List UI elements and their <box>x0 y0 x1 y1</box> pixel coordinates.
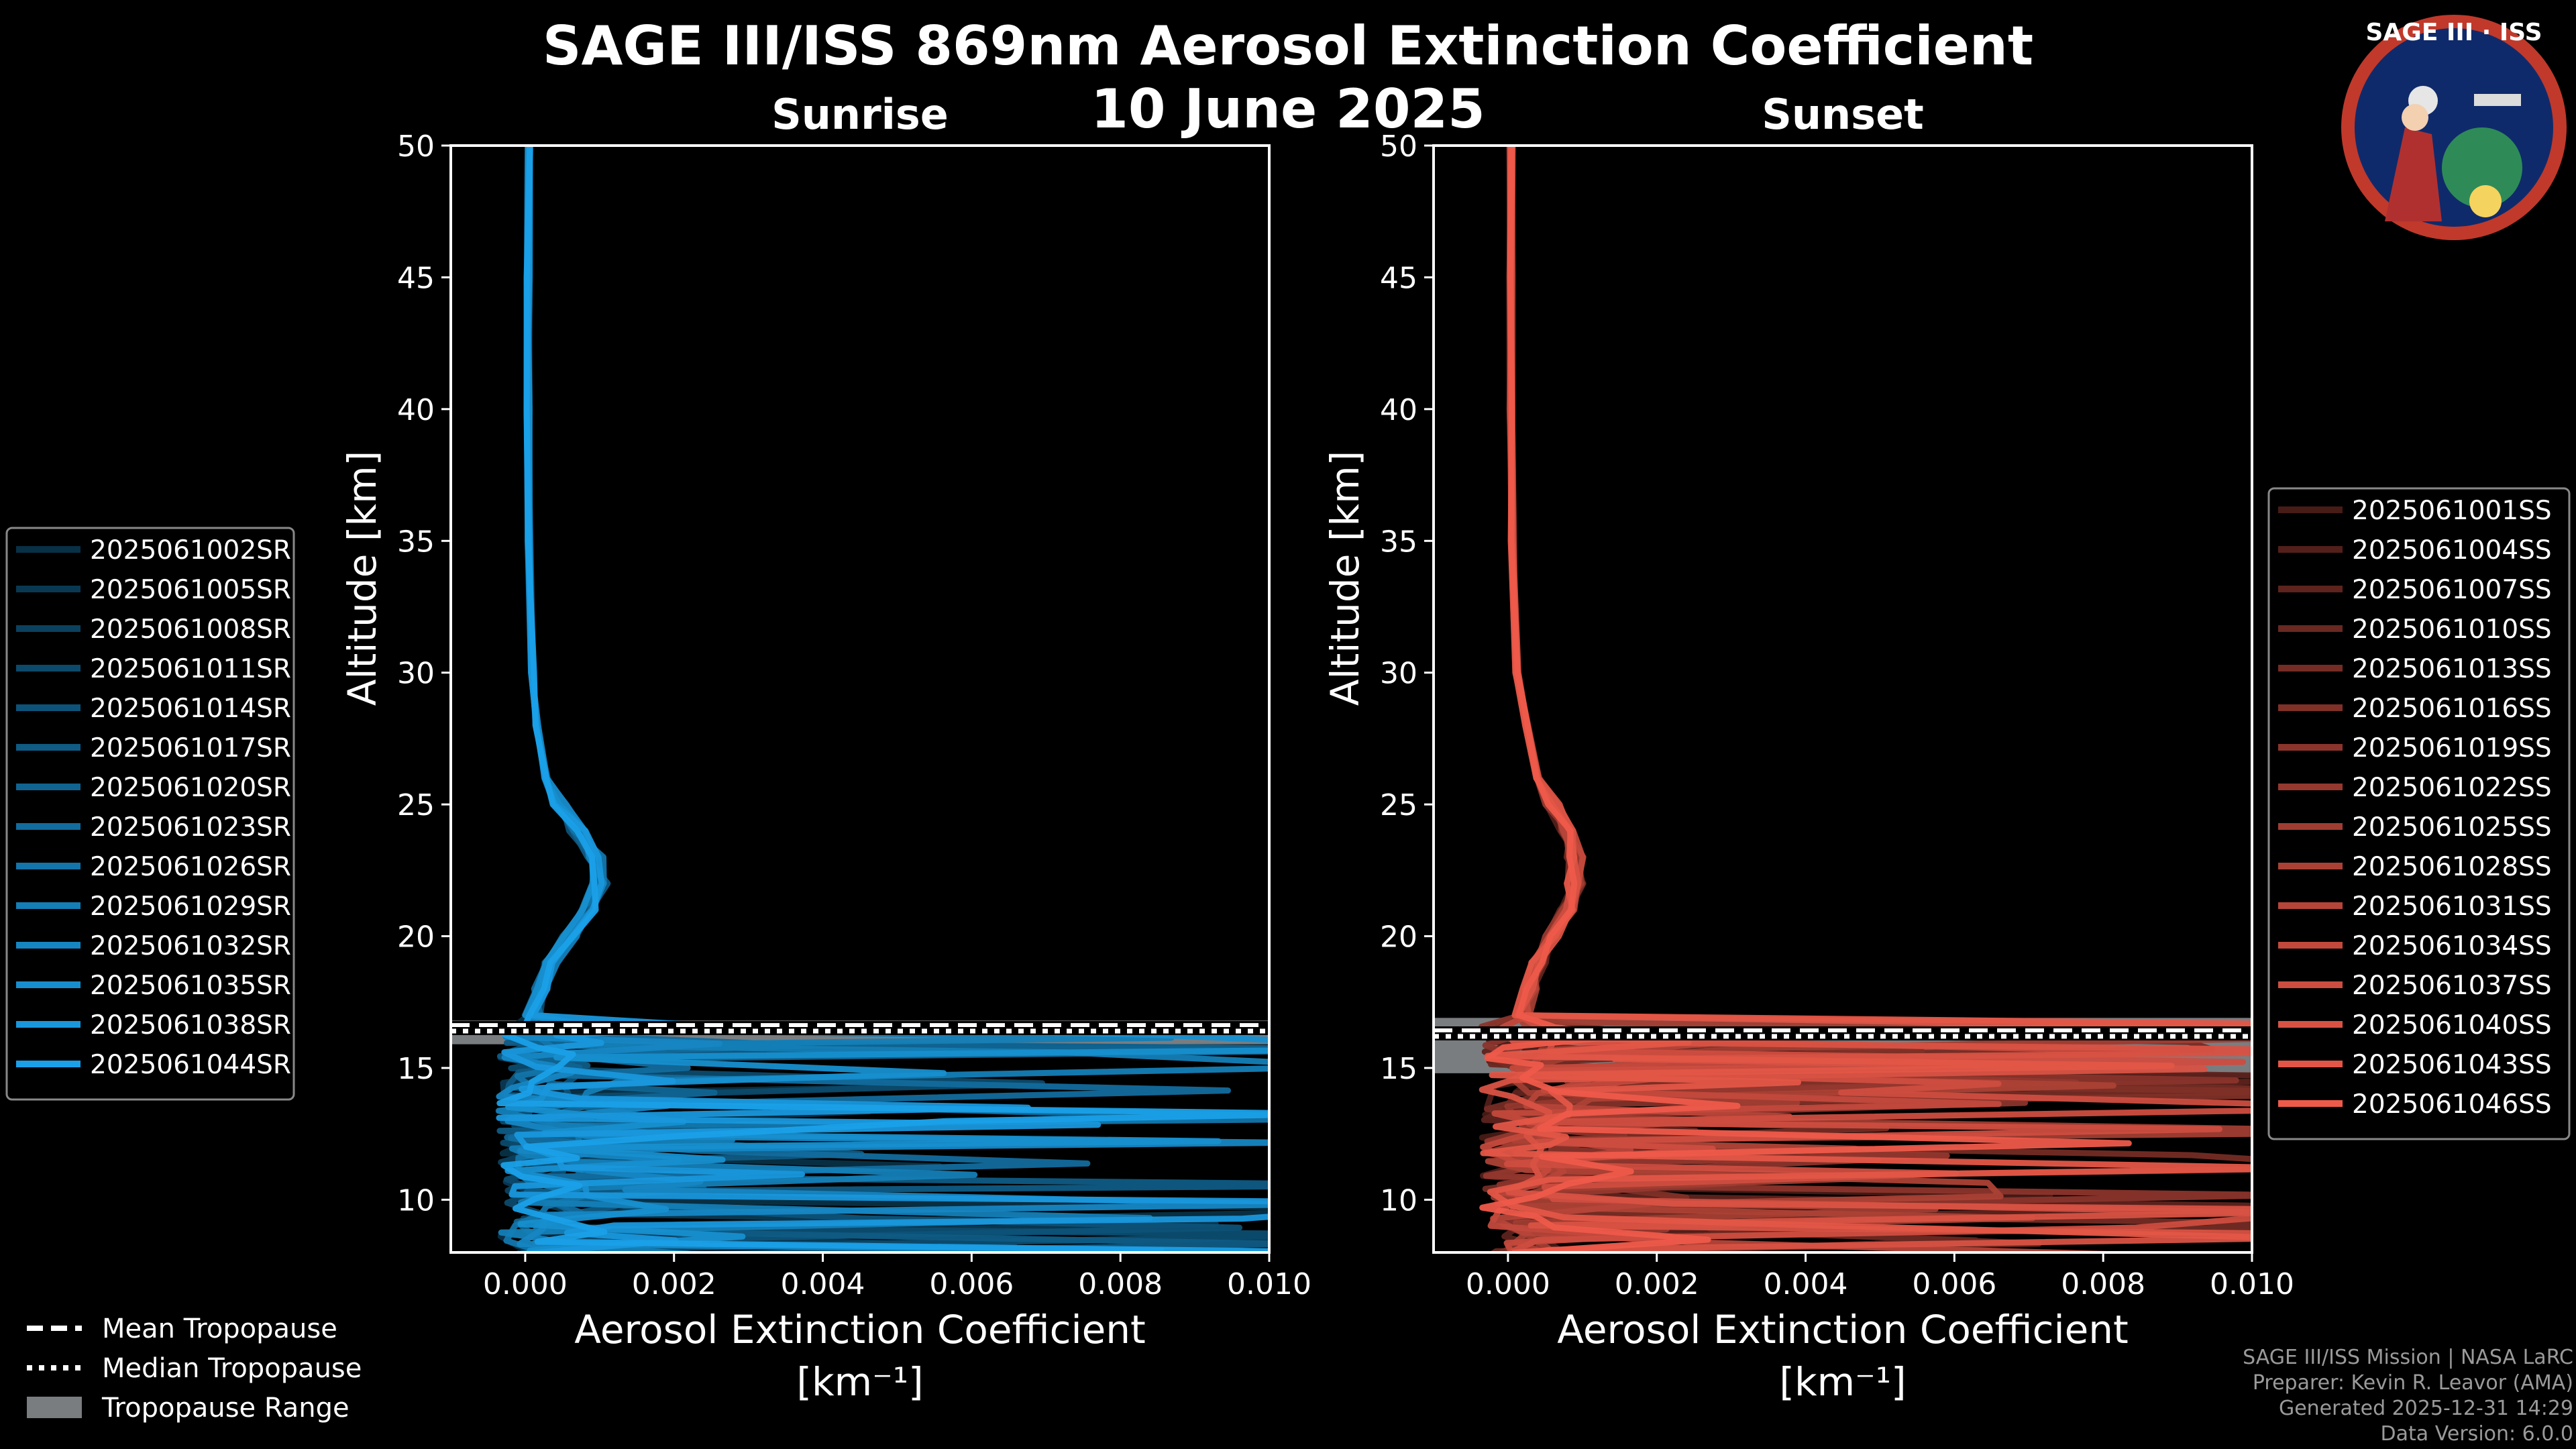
sunrise-xtick-label-5: 0.010 <box>1227 1267 1311 1301</box>
sunset-legend-label-2025061019SS: 2025061019SS <box>2352 733 2552 763</box>
sunrise-legend-label-2025061008SR: 2025061008SR <box>90 614 291 645</box>
sunset-xtick-label-1: 0.002 <box>1615 1267 1699 1301</box>
sunset-legend-label-2025061022SS: 2025061022SS <box>2352 773 2552 803</box>
logo-iss-icon <box>2474 94 2521 106</box>
sunset-legend-label-2025061040SS: 2025061040SS <box>2352 1010 2552 1040</box>
sunset-ytick-label-50: 50 <box>1380 129 1417 164</box>
footer-preparer: Preparer: Kevin R. Leavor (AMA) <box>2252 1371 2573 1395</box>
sunset-xtick-label-5: 0.010 <box>2210 1267 2294 1301</box>
sunrise-ytick-label-25: 25 <box>397 788 435 822</box>
logo-title: SAGE III · ISS <box>2365 19 2542 46</box>
legend-tropopause-range-label: Tropopause Range <box>101 1393 350 1424</box>
sunset-profile-2025061046SS <box>1479 146 2132 1252</box>
sunrise-legend-label-2025061017SR: 2025061017SR <box>90 733 291 763</box>
sunrise-ytick-label-50: 50 <box>397 129 435 164</box>
sunrise-legend-label-2025061035SR: 2025061035SR <box>90 971 291 1001</box>
logo-figure-robe <box>2385 127 2442 221</box>
sunrise-xtick-label-4: 0.008 <box>1078 1267 1163 1301</box>
sunset-xtick-label-3: 0.006 <box>1912 1267 1996 1301</box>
sunset-plot-area <box>1434 146 2252 1252</box>
sunrise-legend-label-2025061005SR: 2025061005SR <box>90 575 291 605</box>
sunrise-legend-label-2025061011SR: 2025061011SR <box>90 654 291 684</box>
sunset-legend-label-2025061037SS: 2025061037SS <box>2352 971 2552 1001</box>
legend-tropopause-range-swatch <box>27 1397 82 1418</box>
sunrise-legend-label-2025061032SR: 2025061032SR <box>90 931 291 961</box>
sunrise-legend-label-2025061020SR: 2025061020SR <box>90 773 291 803</box>
sunrise-legend-label-2025061038SR: 2025061038SR <box>90 1010 291 1040</box>
sunset-xtick-label-2: 0.004 <box>1764 1267 1848 1301</box>
sunset-xlabel: Aerosol Extinction Coefficient <box>1557 1307 2129 1352</box>
footer-data-version: Data Version: 6.0.0 <box>2380 1422 2573 1446</box>
logo-figure-head <box>2402 104 2428 131</box>
sunrise-ytick-label-45: 45 <box>397 261 435 295</box>
sunrise-legend-label-2025061026SR: 2025061026SR <box>90 852 291 882</box>
sunset-ytick-label-45: 45 <box>1380 261 1417 295</box>
sunset-legend-label-2025061025SS: 2025061025SS <box>2352 812 2552 843</box>
sunset-xtick-label-4: 0.008 <box>2061 1267 2145 1301</box>
sunrise-ytick-label-40: 40 <box>397 393 435 427</box>
sunset-legend-label-2025061001SS: 2025061001SS <box>2352 496 2552 526</box>
sunset-ytick-label-10: 10 <box>1380 1183 1417 1218</box>
sunrise-profile-2025061020SR <box>504 146 1269 1252</box>
sunset-legend-label-2025061046SS: 2025061046SS <box>2352 1089 2552 1120</box>
sunrise-panel-title: Sunrise <box>771 90 949 139</box>
logo-inner-disc <box>2355 28 2553 227</box>
sunrise-axes-frame <box>449 144 1271 1254</box>
sunrise-ytick-label-30: 30 <box>397 657 435 691</box>
sunrise-legend-label-2025061023SR: 2025061023SR <box>90 812 291 843</box>
sunset-ytick-label-40: 40 <box>1380 393 1417 427</box>
sunset-legend-label-2025061028SS: 2025061028SS <box>2352 852 2552 882</box>
footer-mission: SAGE III/ISS Mission | NASA LaRC <box>2243 1346 2573 1369</box>
sage-logo <box>2341 15 2567 240</box>
sunset-panel-title: Sunset <box>1762 90 1924 139</box>
sunrise-profile-2025061044SR <box>496 146 1269 1252</box>
sunset-legend-box <box>2267 487 2571 1140</box>
sunset-legend-label-2025061043SS: 2025061043SS <box>2352 1050 2552 1080</box>
sunset-ylabel: Altitude [km] <box>1322 451 1368 706</box>
sunset-ytick-label-25: 25 <box>1380 788 1417 822</box>
sunset-xlabel-units: [km⁻¹] <box>1779 1359 1906 1405</box>
sunrise-profile-2025061032SR <box>496 146 1269 1252</box>
sunrise-ytick-label-15: 15 <box>397 1052 435 1086</box>
sunset-ytick-label-20: 20 <box>1380 920 1417 955</box>
sunrise-xtick-label-2: 0.004 <box>781 1267 865 1301</box>
sunrise-ytick-label-20: 20 <box>397 920 435 955</box>
sunrise-legend-label-2025061002SR: 2025061002SR <box>90 535 291 566</box>
sunrise-legend-label-2025061014SR: 2025061014SR <box>90 694 291 724</box>
sunset-ytick-label-35: 35 <box>1380 525 1417 559</box>
sunrise-ytick-label-10: 10 <box>397 1183 435 1218</box>
legend-mean-tropopause-label: Mean Tropopause <box>102 1313 337 1344</box>
sunset-legend-label-2025061010SS: 2025061010SS <box>2352 614 2552 645</box>
sunrise-xtick-label-1: 0.002 <box>632 1267 716 1301</box>
sunset-legend-label-2025061013SS: 2025061013SS <box>2352 654 2552 684</box>
sunset-legend-label-2025061004SS: 2025061004SS <box>2352 535 2552 566</box>
sunrise-xtick-label-3: 0.006 <box>929 1267 1014 1301</box>
logo-sun <box>2469 185 2502 217</box>
sunrise-ylabel: Altitude [km] <box>339 451 385 706</box>
sunrise-xtick-label-0: 0.000 <box>483 1267 568 1301</box>
sunset-legend-label-2025061031SS: 2025061031SS <box>2352 892 2552 922</box>
figure-title-line2: 10 June 2025 <box>1091 78 1485 140</box>
figure-title-line1: SAGE III/ISS 869nm Aerosol Extinction Co… <box>542 15 2034 77</box>
sunset-legend-label-2025061016SS: 2025061016SS <box>2352 694 2552 724</box>
sunrise-xlabel-units: [km⁻¹] <box>796 1359 923 1405</box>
sunset-legend-label-2025061034SS: 2025061034SS <box>2352 931 2552 961</box>
sunset-ytick-label-15: 15 <box>1380 1052 1417 1086</box>
sunset-axes-frame <box>1432 144 2253 1254</box>
sunrise-legend-label-2025061044SR: 2025061044SR <box>90 1050 291 1080</box>
sunrise-xlabel: Aerosol Extinction Coefficient <box>574 1307 1146 1352</box>
sunset-legend-label-2025061007SS: 2025061007SS <box>2352 575 2552 605</box>
sunrise-legend-label-2025061029SR: 2025061029SR <box>90 892 291 922</box>
sunset-xtick-label-0: 0.000 <box>1466 1267 1550 1301</box>
footer-generated: Generated 2025-12-31 14:29 <box>2278 1397 2573 1420</box>
sunset-ytick-label-30: 30 <box>1380 657 1417 691</box>
logo-earth <box>2442 127 2522 208</box>
sunrise-ytick-label-35: 35 <box>397 525 435 559</box>
legend-median-tropopause-label: Median Tropopause <box>102 1353 362 1384</box>
sunrise-plot-area <box>451 146 1269 1252</box>
